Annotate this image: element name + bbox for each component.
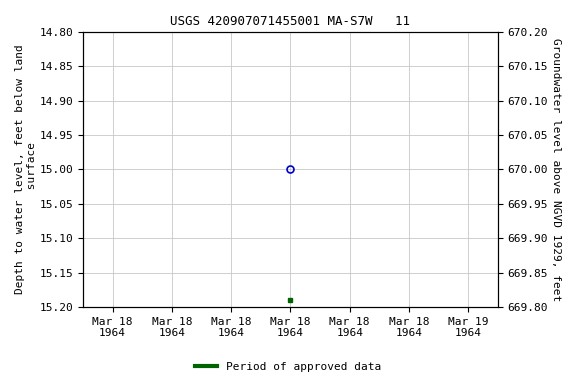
Title: USGS 420907071455001 MA-S7W   11: USGS 420907071455001 MA-S7W 11	[170, 15, 411, 28]
Y-axis label: Groundwater level above NGVD 1929, feet: Groundwater level above NGVD 1929, feet	[551, 38, 561, 301]
Y-axis label: Depth to water level, feet below land
 surface: Depth to water level, feet below land su…	[15, 45, 37, 294]
Legend: Period of approved data: Period of approved data	[191, 358, 385, 377]
